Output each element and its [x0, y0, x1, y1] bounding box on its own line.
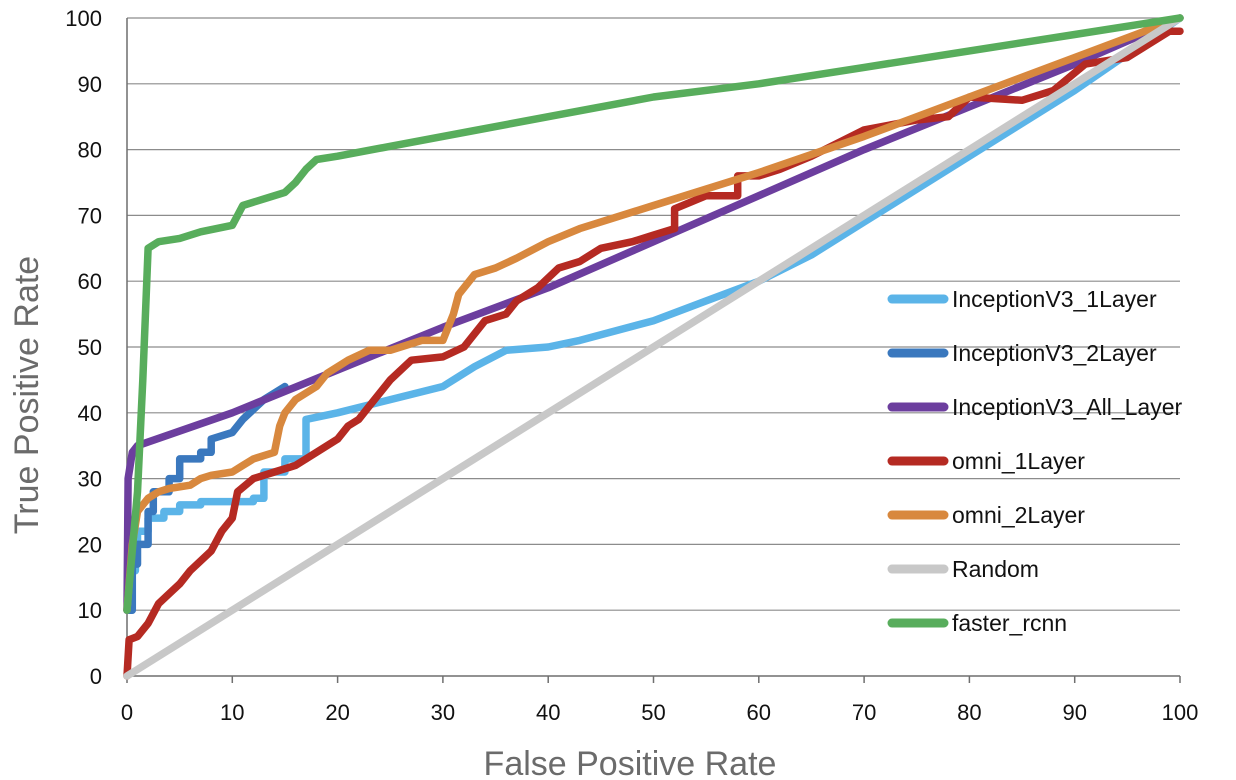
legend-item-random: Random: [887, 556, 1039, 582]
legend-label-omni-1layer: omni_1Layer: [952, 448, 1085, 474]
y-tick-label-70: 70: [78, 203, 102, 228]
legend-item-inceptionv3-2layer: InceptionV3_2Layer: [887, 340, 1157, 366]
y-tick-label-0: 0: [90, 664, 102, 689]
legend-label-inceptionv3-1layer: InceptionV3_1Layer: [952, 286, 1157, 312]
x-tick-labels: 0 10 20 30 40 50 60 70 80 90 100: [121, 700, 1198, 725]
series-line-omni-1layer: [123, 27, 1184, 680]
x-tick-label-10: 10: [220, 700, 244, 725]
legend-label-inceptionv3-2layer: InceptionV3_2Layer: [952, 340, 1157, 366]
series-lines: [123, 14, 1184, 680]
x-tick-label-100: 100: [1162, 700, 1199, 725]
x-tick-label-30: 30: [431, 700, 455, 725]
x-tick-label-80: 80: [957, 700, 981, 725]
y-tick-label-10: 10: [78, 598, 102, 623]
x-tick-label-40: 40: [536, 700, 560, 725]
y-tick-label-60: 60: [78, 269, 102, 294]
x-axis-title: False Positive Rate: [484, 745, 777, 780]
legend-label-random: Random: [952, 556, 1039, 582]
legend-item-omni-2layer: omni_2Layer: [887, 502, 1085, 528]
legend-item-inceptionv3-1layer: InceptionV3_1Layer: [887, 286, 1157, 312]
x-tick-label-20: 20: [325, 700, 349, 725]
x-tick-label-50: 50: [641, 700, 665, 725]
legend-item-omni-1layer: omni_1Layer: [887, 448, 1085, 474]
y-tick-label-30: 30: [78, 467, 102, 492]
x-tick-label-70: 70: [852, 700, 876, 725]
y-tick-label-80: 80: [78, 138, 102, 163]
y-tick-labels: 0 10 20 30 40 50 60 70 80 90 100: [65, 6, 102, 689]
legend-item-inceptionv3-all-layer: InceptionV3_All_Layer: [887, 394, 1182, 420]
series-line-inceptionv3-2layer: [123, 382, 289, 614]
y-axis-title: True Positive Rate: [8, 256, 46, 534]
x-tick-label-90: 90: [1062, 700, 1086, 725]
y-tick-label-40: 40: [78, 401, 102, 426]
legend-label-faster-rcnn: faster_rcnn: [952, 610, 1067, 636]
legend-item-faster-rcnn: faster_rcnn: [887, 610, 1067, 636]
x-tick-label-0: 0: [121, 700, 133, 725]
legend-label-omni-2layer: omni_2Layer: [952, 502, 1085, 528]
series-line-faster-rcnn: [123, 14, 1184, 614]
legend: InceptionV3_1Layer InceptionV3_2Layer Ince…: [887, 286, 1182, 636]
series-line-omni-2layer: [123, 14, 1184, 614]
series-line-random: [123, 14, 1184, 680]
y-tick-label-100: 100: [65, 6, 102, 31]
x-tick-label-60: 60: [747, 700, 771, 725]
y-tick-label-90: 90: [78, 72, 102, 97]
y-tick-label-20: 20: [78, 532, 102, 557]
legend-label-inceptionv3-all-layer: InceptionV3_All_Layer: [952, 394, 1182, 420]
y-tick-label-50: 50: [78, 335, 102, 360]
